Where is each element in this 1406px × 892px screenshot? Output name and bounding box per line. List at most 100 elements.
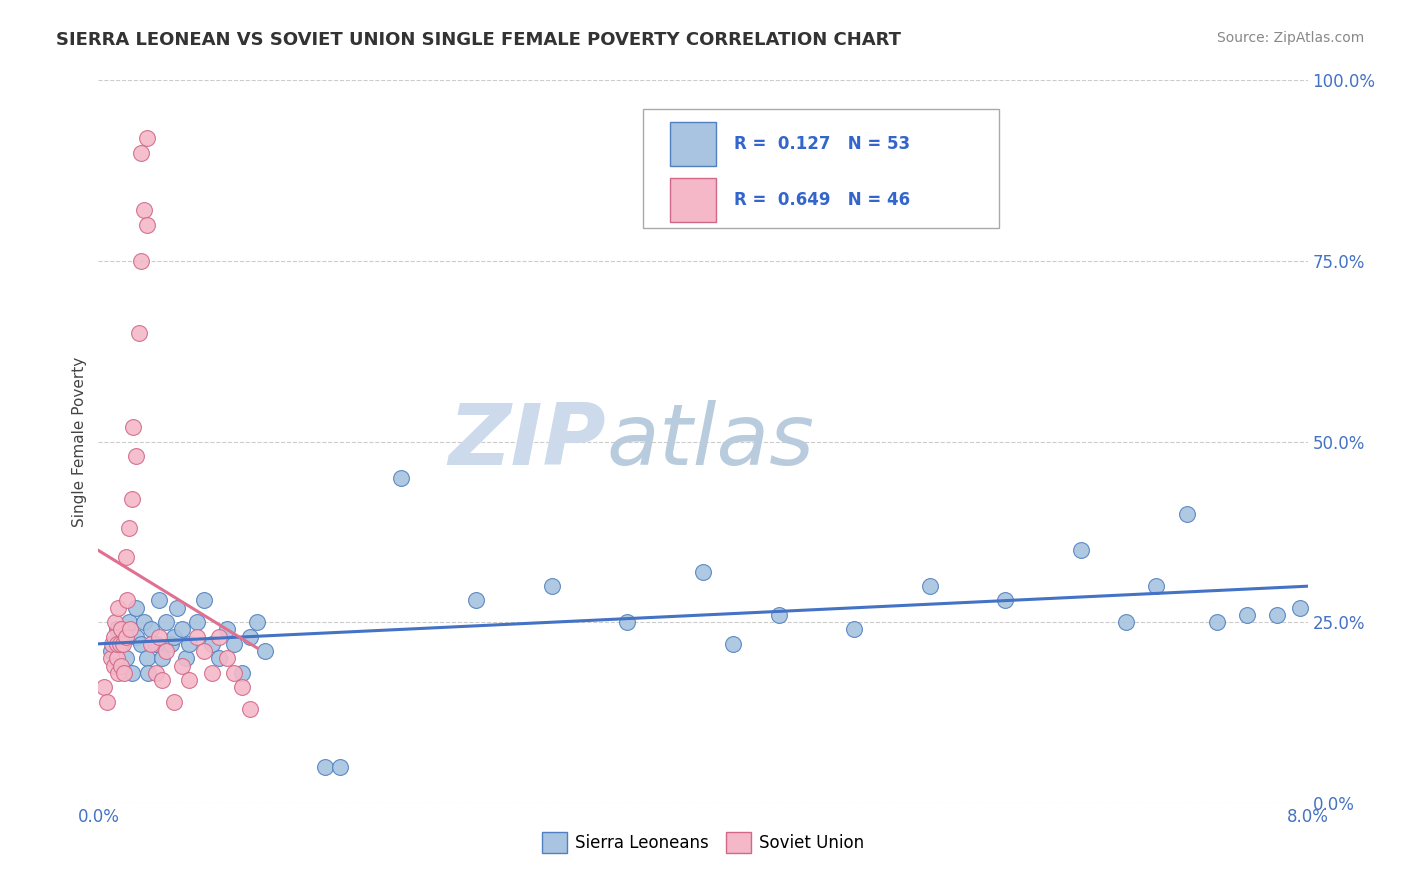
Point [201, 665, 224, 680]
Point [148, 593, 170, 607]
Point [132, 615, 155, 630]
Point [105, 623, 128, 637]
Point [1115, 615, 1137, 630]
Point [105, 651, 128, 665]
Point [994, 593, 1017, 607]
Point [170, 623, 193, 637]
Point [132, 203, 155, 218]
Point [135, 651, 157, 665]
Point [186, 615, 208, 630]
Point [129, 145, 152, 160]
Point [141, 637, 163, 651]
Point [118, 521, 141, 535]
Point [121, 665, 143, 680]
Point [224, 637, 246, 651]
Point [166, 600, 188, 615]
Point [103, 658, 125, 673]
Point [616, 615, 638, 630]
Point [145, 665, 167, 680]
Point [163, 695, 186, 709]
Point [96, 695, 118, 709]
Point [93, 680, 115, 694]
Point [239, 630, 262, 644]
Point [115, 593, 138, 607]
Y-axis label: Single Female Poverty: Single Female Poverty [72, 357, 87, 526]
Point [114, 630, 136, 644]
Point [128, 326, 150, 341]
Text: Source: ZipAtlas.com: Source: ZipAtlas.com [1216, 31, 1364, 45]
Point [215, 623, 238, 637]
Point [111, 637, 134, 651]
Point [179, 637, 201, 651]
Point [160, 637, 183, 651]
Point [918, 579, 941, 593]
Point [723, 637, 745, 651]
Point [135, 131, 157, 145]
Point [107, 600, 129, 615]
Point [1267, 607, 1289, 622]
Point [110, 637, 132, 651]
Point [129, 637, 152, 651]
Point [150, 651, 173, 665]
Point [314, 760, 336, 774]
Point [179, 673, 201, 687]
Point [224, 665, 246, 680]
Point [108, 637, 131, 651]
Point [768, 607, 790, 622]
Point [844, 623, 866, 637]
Point [122, 420, 145, 434]
Point [107, 665, 129, 680]
Point [114, 651, 136, 665]
Point [125, 600, 148, 615]
Point [120, 623, 142, 637]
Point [389, 471, 412, 485]
Point [141, 623, 163, 637]
Point [186, 630, 208, 644]
Point [1206, 615, 1229, 630]
Point [174, 651, 197, 665]
Point [465, 593, 488, 607]
Point [1175, 507, 1198, 521]
Point [125, 630, 148, 644]
Point [231, 680, 253, 694]
Point [692, 565, 714, 579]
Text: R =  0.127   N = 53: R = 0.127 N = 53 [734, 136, 911, 153]
Point [253, 644, 276, 658]
Point [100, 644, 122, 658]
Point [239, 702, 262, 716]
Text: R =  0.649   N = 46: R = 0.649 N = 46 [734, 191, 911, 209]
Point [193, 644, 215, 658]
Point [155, 615, 177, 630]
Point [155, 644, 177, 658]
Point [246, 615, 269, 630]
Point [101, 637, 124, 651]
Point [112, 665, 135, 680]
Bar [671, 122, 716, 166]
Point [129, 253, 152, 268]
Text: SIERRA LEONEAN VS SOVIET UNION SINGLE FEMALE POVERTY CORRELATION CHART: SIERRA LEONEAN VS SOVIET UNION SINGLE FE… [56, 31, 901, 49]
Point [105, 637, 128, 651]
Point [136, 665, 159, 680]
Point [215, 651, 238, 665]
Point [231, 665, 253, 680]
FancyBboxPatch shape [643, 109, 1000, 228]
Text: ZIP: ZIP [449, 400, 606, 483]
Text: atlas: atlas [606, 400, 814, 483]
Point [170, 658, 193, 673]
Point [100, 651, 122, 665]
Point [1289, 600, 1312, 615]
Point [110, 623, 132, 637]
Point [208, 651, 231, 665]
Point [540, 579, 562, 593]
Point [1146, 579, 1168, 593]
Point [118, 615, 141, 630]
Legend: Sierra Leoneans, Soviet Union: Sierra Leoneans, Soviet Union [536, 826, 870, 860]
Bar [671, 178, 716, 222]
Point [114, 550, 136, 565]
Point [104, 615, 127, 630]
Point [163, 630, 186, 644]
Point [150, 673, 173, 687]
Point [145, 637, 167, 651]
Point [193, 593, 215, 607]
Point [110, 658, 132, 673]
